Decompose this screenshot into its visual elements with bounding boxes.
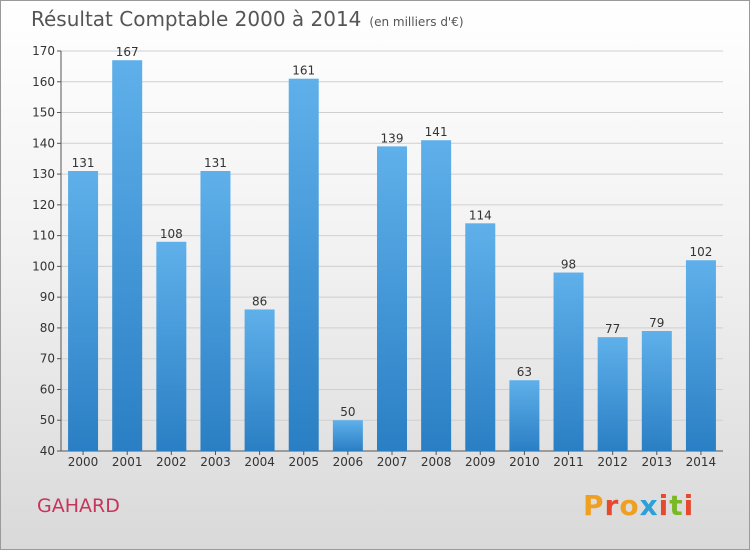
value-label-2011: 98 [561, 258, 576, 272]
value-label-2009: 114 [469, 208, 492, 222]
logo-letter: o [619, 489, 640, 522]
x-tick-label-2006: 2006 [333, 455, 364, 469]
bar-2002 [156, 241, 187, 451]
value-label-2013: 79 [649, 316, 664, 330]
chart-title: Résultat Comptable 2000 à 2014 (en millie… [31, 7, 464, 31]
bar-2011 [553, 272, 584, 451]
value-label-2010: 63 [517, 365, 532, 379]
proxiti-logo: Proxiti [583, 489, 694, 522]
y-tick-label: 90 [40, 290, 55, 304]
x-tick-label-2004: 2004 [244, 455, 275, 469]
x-tick-label-2012: 2012 [597, 455, 628, 469]
bar-2004 [244, 309, 275, 451]
value-label-2008: 141 [425, 125, 448, 139]
chart-subtitle: (en milliers d'€) [369, 15, 464, 29]
x-tick-label-2001: 2001 [112, 455, 143, 469]
y-tick-label: 150 [32, 106, 55, 120]
value-label-2004: 86 [252, 294, 267, 308]
x-tick-label-2010: 2010 [509, 455, 540, 469]
bars-layer [68, 60, 716, 451]
y-tick-label: 110 [32, 229, 55, 243]
logo-letter: P [583, 489, 605, 522]
y-tick-label: 60 [40, 382, 55, 396]
y-tick-label: 70 [40, 352, 55, 366]
value-label-2000: 131 [72, 156, 95, 170]
bar-2010 [509, 380, 540, 451]
x-tick-label-2002: 2002 [156, 455, 187, 469]
x-tick-label-2003: 2003 [200, 455, 231, 469]
bar-2007 [377, 146, 407, 451]
value-label-2001: 167 [116, 45, 139, 59]
logo-letter: i [658, 489, 670, 522]
y-tick-label: 40 [40, 444, 55, 458]
chart-title-text: Résultat Comptable 2000 à 2014 [31, 7, 362, 31]
y-tick-label: 80 [40, 321, 55, 335]
bar-2000 [68, 171, 99, 451]
bar-2003 [200, 171, 231, 451]
y-tick-label: 160 [32, 75, 55, 89]
y-tick-label: 170 [32, 44, 55, 58]
value-label-2003: 131 [204, 156, 227, 170]
bar-2014 [685, 260, 716, 451]
bar-2012 [597, 337, 628, 451]
x-tick-label-2013: 2013 [642, 455, 673, 469]
value-label-2006: 50 [340, 405, 355, 419]
y-tick-label: 100 [32, 259, 55, 273]
value-label-2005: 161 [292, 64, 315, 78]
x-tick-label-2014: 2014 [686, 455, 717, 469]
x-tick-label-2005: 2005 [288, 455, 319, 469]
y-tick-label: 130 [32, 167, 55, 181]
value-label-2007: 139 [381, 131, 404, 145]
y-tick-label: 50 [40, 413, 55, 427]
bar-2013 [641, 331, 672, 451]
y-tick-label: 120 [32, 198, 55, 212]
bar-2006 [332, 420, 363, 451]
x-tick-label-2009: 2009 [465, 455, 496, 469]
bar-2009 [465, 223, 496, 451]
city-name: GAHARD [37, 495, 120, 517]
logo-letter: i [683, 489, 695, 522]
logo-letter: t [669, 489, 684, 522]
y-tick-label: 140 [32, 136, 55, 150]
bar-2001 [112, 60, 143, 451]
x-tick-label-2008: 2008 [421, 455, 452, 469]
labels-layer: 40 50 60 70 80 90 100 110 120 130 140 150 160 170 131 2… [32, 44, 716, 469]
logo-letter: x [639, 489, 659, 522]
value-label-2002: 108 [160, 227, 183, 241]
x-tick-label-2000: 2000 [68, 455, 99, 469]
logo-letter: r [604, 489, 620, 522]
x-tick-label-2007: 2007 [377, 455, 408, 469]
x-tick-label-2011: 2011 [553, 455, 584, 469]
value-label-2012: 77 [605, 322, 620, 336]
bar-2008 [421, 140, 452, 451]
bar-2005 [288, 78, 319, 451]
value-label-2014: 102 [689, 245, 712, 259]
